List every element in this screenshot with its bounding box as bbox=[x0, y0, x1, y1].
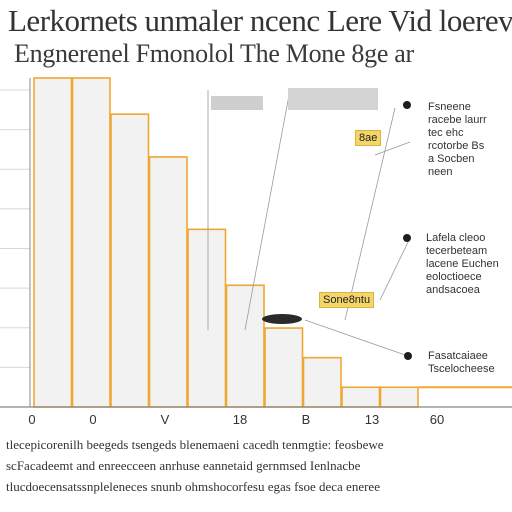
annotation-line: andsacoea bbox=[426, 284, 480, 296]
annotation-tag-4: Sone8ntu bbox=[319, 292, 375, 308]
annotation-leader-line bbox=[379, 237, 411, 301]
bar bbox=[33, 77, 73, 408]
annotation-line: Tscelocheese bbox=[428, 363, 495, 375]
annotation-line: lacene Euchen bbox=[426, 258, 499, 270]
annotation-line: tecerbeteam bbox=[426, 245, 488, 257]
x-tick-label: B bbox=[302, 412, 311, 427]
annotation-text-1: Fsneene racebe laurr tec ehc rcotorbe Bs… bbox=[428, 101, 487, 179]
footer-line: tlucdoecensatssnpleleneces snunb ohmshoc… bbox=[6, 479, 380, 494]
annotation-line: Fasatcaiaee bbox=[428, 350, 488, 362]
bar bbox=[341, 386, 381, 408]
bar bbox=[379, 386, 419, 408]
annotation-pointer bbox=[262, 314, 302, 324]
annotation-line: eoloctioece bbox=[426, 271, 482, 283]
bar bbox=[264, 327, 304, 408]
annotation-line: Fsneene bbox=[428, 101, 471, 113]
chart-title: Lerkornets unmaler ncenc Lere Vid loerev… bbox=[8, 3, 512, 38]
annotation-leader-line bbox=[244, 89, 291, 331]
annotation-line: Lafela cleoo bbox=[426, 232, 486, 244]
legend-swatch bbox=[211, 96, 263, 110]
annotation-line: tec ehc bbox=[428, 127, 464, 139]
annotation-line: a Socben bbox=[428, 153, 475, 165]
annotation-leader-line bbox=[374, 141, 411, 156]
annotation-line: racebe laurr bbox=[428, 114, 487, 126]
footer-line: tlecepicorenilh beegeds tsengeds blenema… bbox=[6, 437, 384, 452]
annotation-leader-line bbox=[304, 319, 409, 357]
footer-line: scFacadeemt and enreecceen anrhuse eanne… bbox=[6, 458, 361, 473]
bar bbox=[110, 113, 150, 408]
footer-text: tlecepicorenilh beegeds tsengeds blenema… bbox=[6, 434, 506, 497]
annotation-dot bbox=[404, 352, 412, 360]
annotation-line: rcotorbe Bs bbox=[428, 140, 485, 152]
bar bbox=[187, 228, 227, 408]
x-tick-label: 13 bbox=[365, 412, 379, 427]
annotation-tag-2: 8ae bbox=[355, 130, 382, 146]
bar bbox=[148, 156, 188, 408]
bar bbox=[302, 356, 342, 408]
annotation-leader-line bbox=[344, 107, 396, 321]
x-tick-label: 0 bbox=[89, 412, 96, 427]
annotation-text-3: Lafela cleoo tecerbeteam lacene Euchen e… bbox=[426, 232, 499, 297]
annotation-dot bbox=[403, 101, 411, 109]
x-tick-label: 18 bbox=[233, 412, 247, 427]
annotation-text-5: Fasatcaiaee Tscelocheese bbox=[428, 350, 495, 376]
chart-subtitle: Engnerenel Fmonolol The Mone 8ge ar bbox=[14, 39, 414, 68]
legend-swatch bbox=[288, 88, 378, 110]
x-tick-label: 60 bbox=[430, 412, 444, 427]
annotation-line: neen bbox=[428, 166, 453, 178]
bar bbox=[225, 284, 265, 408]
annotation-dot bbox=[403, 234, 411, 242]
x-tick-label: V bbox=[161, 412, 170, 427]
x-tick-label: 0 bbox=[28, 412, 35, 427]
bar bbox=[71, 77, 111, 408]
